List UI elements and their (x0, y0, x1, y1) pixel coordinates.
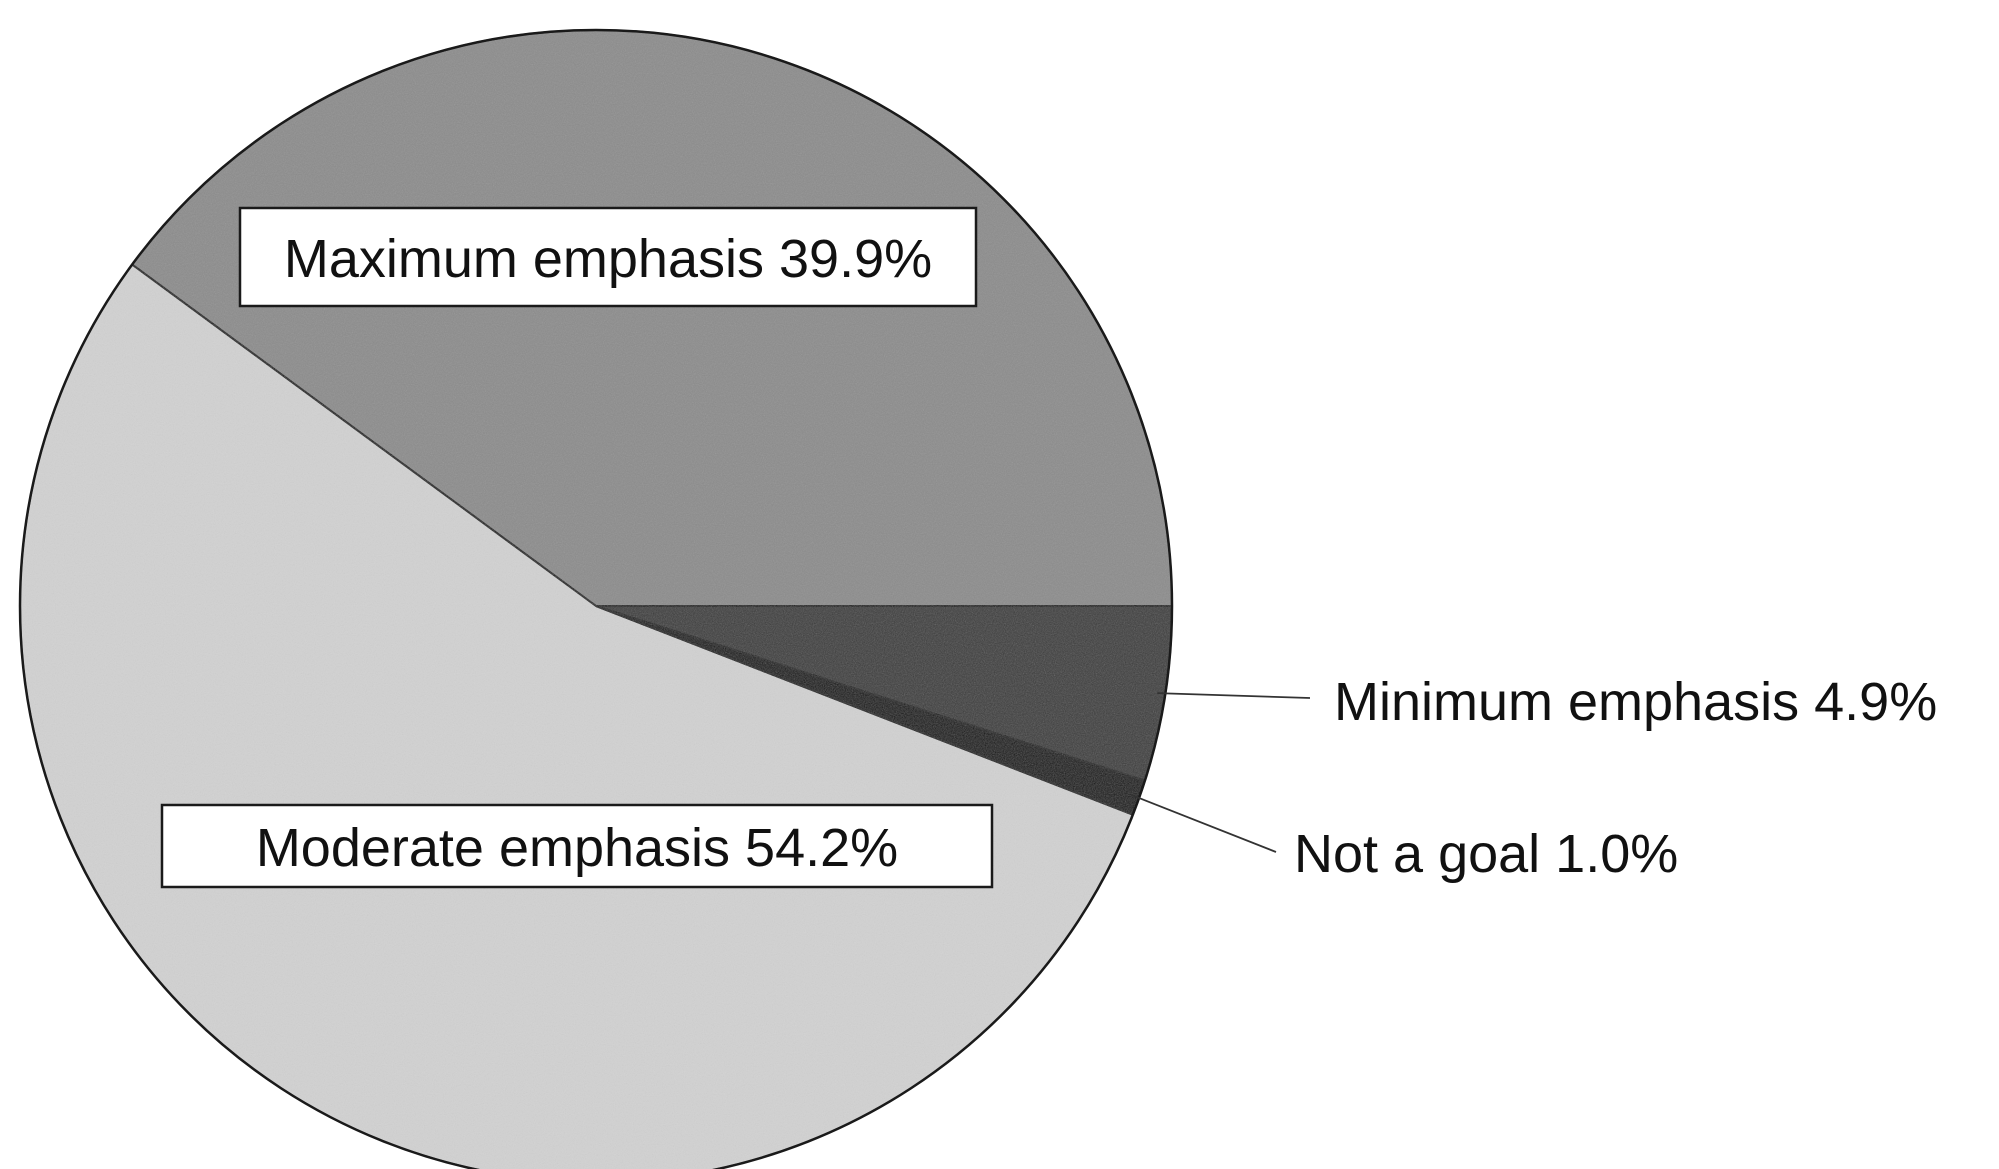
moderate-emphasis-label-box (160, 803, 994, 889)
maximum-emphasis-label-text: Maximum emphasis 39.9% (284, 229, 932, 289)
leader-line-minimum-emphasis (1157, 692, 1311, 699)
leader-lines (1131, 692, 1311, 853)
maximum-emphasis-label-box (238, 206, 978, 308)
minimum-emphasis-label: Minimum emphasis 4.9% (1334, 672, 1937, 732)
moderate-emphasis-label-text: Moderate emphasis 54.2% (256, 818, 898, 878)
leader-line-not-a-goal (1131, 794, 1277, 853)
not-a-goal-label: Not a goal 1.0% (1294, 824, 1678, 884)
pie-slices (18, 28, 1174, 1169)
maximum-emphasis-label: Maximum emphasis 39.9% (238, 206, 978, 308)
moderate-emphasis-label: Moderate emphasis 54.2% (160, 803, 994, 889)
pie-outline (18, 28, 1174, 1169)
